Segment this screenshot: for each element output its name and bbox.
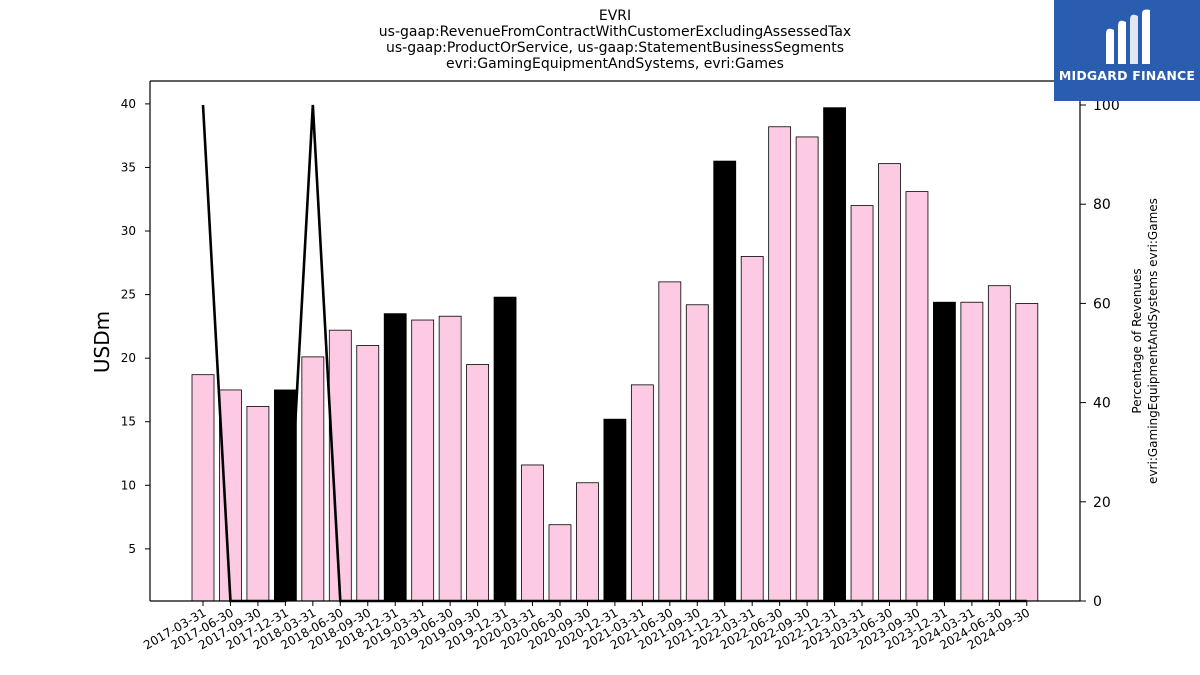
right-y-axis-ticks: 0 20 40 60 80 100: [1080, 98, 1120, 610]
y-tick-label: 15: [121, 415, 136, 429]
bar: [548, 524, 572, 602]
y-tick-label: 25: [121, 288, 136, 302]
bar: [685, 304, 709, 602]
bar: [713, 160, 737, 602]
bar: [630, 384, 654, 602]
bar: [795, 136, 819, 602]
chart-title: EVRIus-gaap:RevenueFromContractWithCusto…: [379, 8, 851, 72]
title-line: evri:GamingEquipmentAndSystems, evri:Gam…: [446, 56, 784, 72]
y-tick-label: 5: [128, 542, 136, 556]
y2-tick-label: 0: [1093, 594, 1102, 610]
x-axis-ticks: 2017-03-312017-06-302017-09-302017-12-31…: [141, 601, 1032, 652]
bar: [493, 296, 517, 602]
bar: [411, 319, 435, 602]
bar: [850, 205, 874, 602]
left-y-axis-ticks: 5 10 15 20 25 30 35 40: [121, 97, 150, 556]
bar: [521, 464, 544, 602]
y2-axis-label-line: Percentage of Revenues: [1130, 268, 1144, 413]
bar: [576, 482, 599, 602]
bar: [356, 345, 380, 602]
logo-mark-icon: [1106, 9, 1150, 65]
y2-tick-label: 40: [1093, 396, 1111, 412]
y2-tick-label: 20: [1093, 495, 1111, 511]
bar: [438, 315, 462, 602]
y2-axis-label: Percentage of Revenues evri:GamingEquipme…: [1130, 198, 1160, 484]
bar: [905, 191, 929, 602]
bar: [466, 364, 490, 602]
bar: [301, 356, 325, 602]
bar: [1015, 303, 1039, 602]
bars: [191, 107, 1039, 602]
bar: [878, 163, 901, 602]
bar: [768, 126, 792, 602]
bar: [383, 313, 407, 602]
bar: [603, 418, 627, 602]
bar: [823, 107, 846, 602]
y-tick-label: 40: [121, 97, 136, 111]
bar: [273, 389, 297, 602]
y2-tick-label: 80: [1093, 197, 1111, 213]
bar: [658, 281, 682, 602]
y2-axis-label-line: evri:GamingEquipmentAndSystems evri:Game…: [1146, 198, 1160, 484]
y2-tick-label: 100: [1093, 98, 1120, 114]
y-tick-label: 30: [121, 224, 136, 238]
y-tick-label: 20: [121, 351, 136, 365]
bar: [246, 406, 270, 602]
midgard-finance-logo: MIDGARD FINANCE: [1054, 0, 1200, 101]
y-tick-label: 10: [121, 478, 136, 492]
y2-tick-label: 60: [1093, 296, 1111, 312]
y-tick-label: 35: [121, 160, 136, 174]
bar: [740, 256, 764, 602]
bar: [987, 285, 1011, 602]
title-line: EVRI: [599, 8, 631, 24]
title-line: us-gaap:ProductOrService, us-gaap:Statem…: [386, 40, 844, 56]
bar: [219, 389, 242, 602]
logo-text: MIDGARD FINANCE: [1058, 68, 1196, 83]
bar: [960, 301, 984, 602]
bar: [191, 374, 215, 602]
title-line: us-gaap:RevenueFromContractWithCustomerE…: [379, 24, 851, 40]
y-axis-label: USDm: [90, 311, 114, 373]
bar: [933, 301, 956, 602]
